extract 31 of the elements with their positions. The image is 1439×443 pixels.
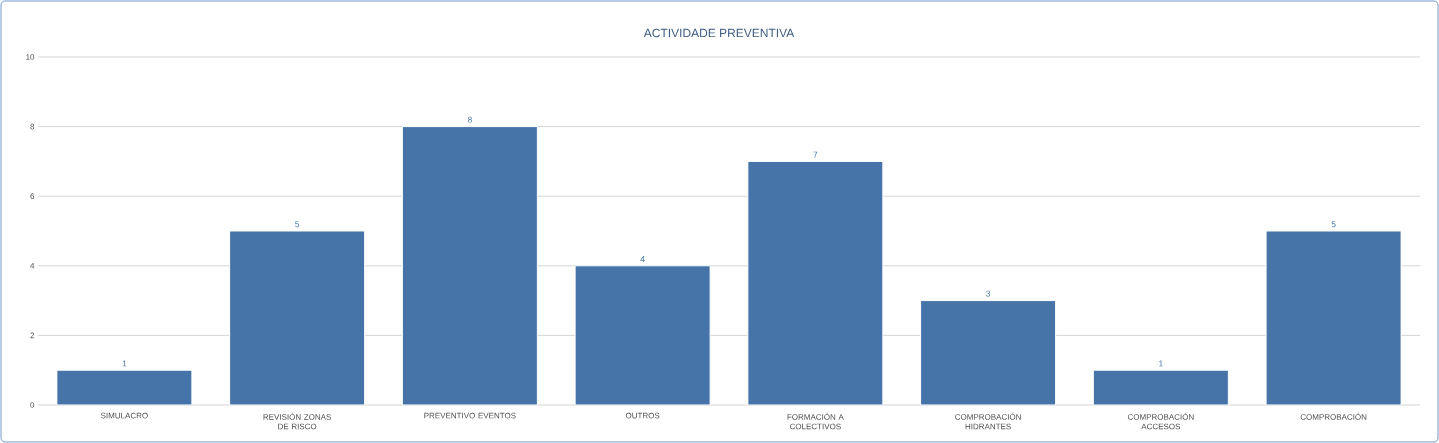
data-label: 1: [122, 360, 127, 367]
x-tick-label: FORMACIÓN A COLECTIVOS: [787, 412, 844, 430]
bar: [56, 370, 192, 405]
data-label: 4: [640, 256, 645, 262]
bar: [920, 300, 1057, 405]
bar: [747, 160, 884, 405]
chart-title: ACTIVIDADE PREVENTIVA: [643, 28, 795, 38]
x-tick-label: OUTROS: [625, 412, 660, 419]
data-label: 5: [295, 221, 300, 228]
bar: [229, 230, 366, 405]
x-tick-label: COMPROBACIÓN: [1300, 412, 1367, 420]
data-label: 7: [813, 151, 818, 158]
bar: [1092, 369, 1229, 405]
x-tick-label: SIMULACRO: [100, 412, 148, 419]
x-tick-label: PREVENTIVO EVENTOS: [424, 412, 516, 419]
data-label: 3: [986, 290, 991, 297]
bar: [574, 265, 711, 405]
y-tick-label: 2: [30, 332, 35, 339]
y-tick-label: 4: [30, 263, 35, 269]
y-tick-label: 6: [30, 193, 35, 200]
bar: [1265, 230, 1402, 405]
x-tick-label: REVISIÓN ZONAS DE RISCO: [263, 412, 331, 430]
y-tick-label: 10: [26, 54, 35, 60]
x-tick-label: COMPROBACIÓN HIDRANTES: [955, 412, 1021, 430]
y-tick-label: 8: [30, 123, 35, 130]
data-label: 1: [1159, 360, 1163, 367]
x-tick-label: COMPROBACIÓN ACCESOS: [1127, 412, 1194, 430]
y-tick-label: 0: [30, 402, 35, 408]
data-label: 5: [1331, 221, 1336, 228]
data-label: 8: [467, 116, 472, 123]
bar: [401, 126, 538, 405]
